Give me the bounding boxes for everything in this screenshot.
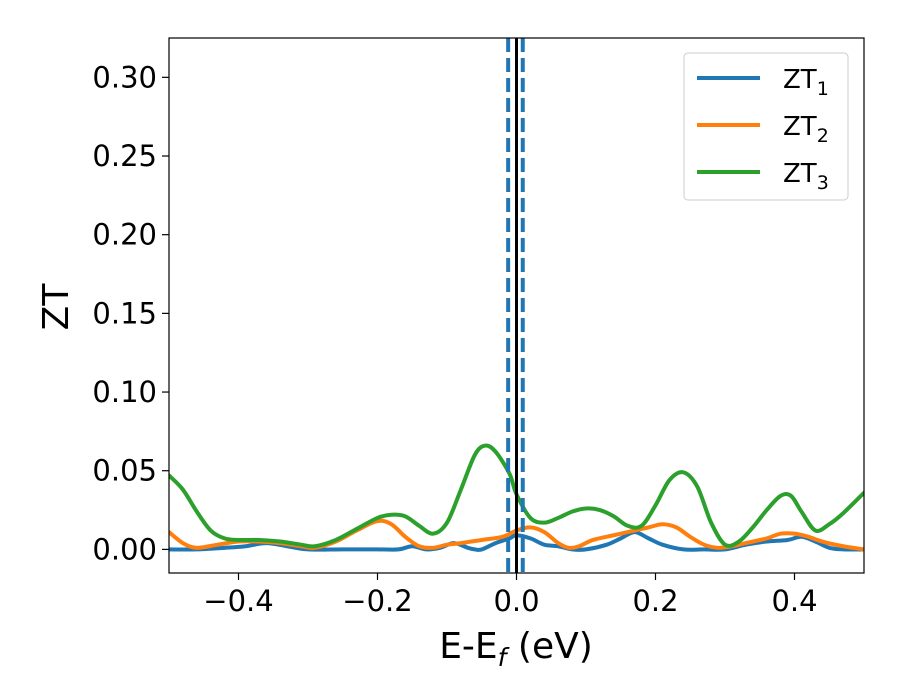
x-axis-ticks: −0.4 −0.2 0.0 0.2 0.4 (203, 573, 818, 618)
y-tick-label: 0.15 (92, 296, 157, 330)
series-layer (169, 443, 864, 552)
x-tick-label: −0.4 (203, 584, 273, 618)
x-tick-label: 0.0 (493, 584, 539, 618)
x-axis-label-unit: (eV) (506, 626, 592, 667)
y-tick-label: 0.00 (92, 532, 157, 566)
series-line-zt3 (169, 443, 864, 549)
legend-label: ZT2 (783, 112, 829, 147)
y-axis-ticks: 0.00 0.05 0.10 0.15 0.20 0.25 0.30 (92, 60, 169, 566)
x-tick-label: −0.2 (342, 584, 412, 618)
y-axis-label: ZT (36, 283, 77, 331)
legend-entries: ZT1 ZT2 ZT3 (697, 65, 829, 194)
y-tick-label: 0.05 (92, 454, 157, 488)
y-tick-label: 0.25 (92, 139, 157, 173)
y-tick-label: 0.10 (92, 375, 157, 409)
legend-label: ZT1 (783, 65, 829, 100)
x-axis-label: E-Ef (eV) (439, 626, 593, 672)
x-tick-label: 0.2 (632, 584, 678, 618)
x-tick-label: 0.4 (771, 584, 817, 618)
y-tick-label: 0.20 (92, 218, 157, 252)
legend: ZT1 ZT2 ZT3 (683, 52, 849, 201)
legend-label: ZT3 (783, 159, 829, 194)
legend-box (683, 52, 849, 201)
y-tick-label: 0.30 (92, 60, 157, 94)
vline-layer (506, 38, 525, 573)
